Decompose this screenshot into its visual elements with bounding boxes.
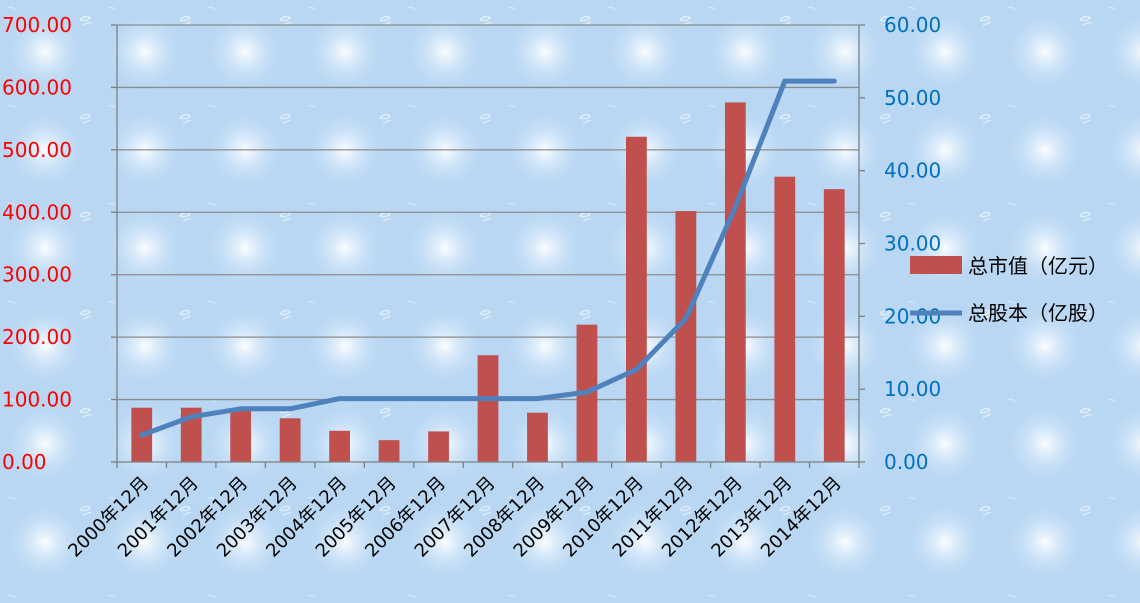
- right-tick-label: 10.00: [884, 377, 941, 401]
- right-tick-label: 50.00: [884, 86, 941, 110]
- bar: [527, 413, 548, 462]
- right-tick-label: 60.00: [884, 13, 941, 37]
- left-tick-label: 0.00: [2, 450, 47, 474]
- right-tick-label: 20.00: [884, 304, 941, 328]
- legend-swatch-bar: [910, 256, 962, 274]
- left-tick-label: 500.00: [2, 138, 72, 162]
- bar: [230, 410, 251, 462]
- right-tick-label: 0.00: [884, 450, 929, 474]
- left-tick-label: 700.00: [2, 13, 72, 37]
- bar: [280, 418, 301, 462]
- bar: [329, 431, 350, 462]
- left-tick-label: 200.00: [2, 325, 72, 349]
- bar: [428, 431, 449, 462]
- bar: [626, 137, 647, 462]
- bar: [725, 102, 746, 462]
- left-tick-label: 300.00: [2, 263, 72, 287]
- bar: [478, 355, 499, 462]
- legend-label-line: 总股本（亿股）: [968, 301, 1108, 325]
- bar: [379, 440, 400, 462]
- left-tick-label: 600.00: [2, 75, 72, 99]
- bar: [824, 189, 845, 462]
- left-tick-label: 400.00: [2, 200, 72, 224]
- right-tick-label: 40.00: [884, 159, 941, 183]
- bar: [774, 177, 795, 462]
- bar: [675, 211, 696, 462]
- legend-label-bar: 总市值（亿元）: [968, 254, 1108, 278]
- left-tick-label: 100.00: [2, 388, 72, 412]
- right-tick-label: 30.00: [884, 232, 941, 256]
